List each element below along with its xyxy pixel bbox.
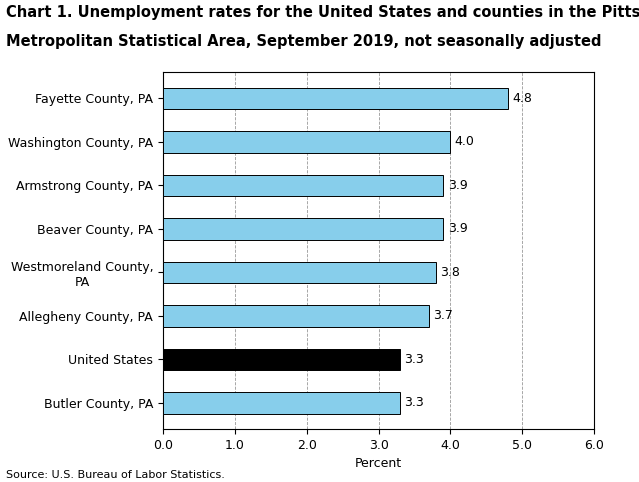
- Text: Chart 1. Unemployment rates for the United States and counties in the Pittsburgh: Chart 1. Unemployment rates for the Unit…: [6, 5, 639, 20]
- Bar: [163, 174, 443, 196]
- Text: 3.3: 3.3: [404, 396, 424, 409]
- Text: 3.9: 3.9: [447, 179, 467, 192]
- Bar: [163, 131, 450, 153]
- Bar: [163, 262, 436, 283]
- Text: 3.9: 3.9: [447, 222, 467, 235]
- Text: 3.3: 3.3: [404, 353, 424, 366]
- Bar: [163, 218, 443, 240]
- Text: 4.0: 4.0: [455, 135, 475, 148]
- Text: Source: U.S. Bureau of Labor Statistics.: Source: U.S. Bureau of Labor Statistics.: [6, 469, 226, 480]
- X-axis label: Percent: Percent: [355, 457, 402, 470]
- Bar: [163, 392, 400, 414]
- Text: 3.8: 3.8: [440, 266, 460, 279]
- Text: 4.8: 4.8: [512, 92, 532, 105]
- Text: Metropolitan Statistical Area, September 2019, not seasonally adjusted: Metropolitan Statistical Area, September…: [6, 34, 602, 49]
- Text: 3.7: 3.7: [433, 309, 453, 322]
- Bar: [163, 88, 508, 109]
- Bar: [163, 348, 400, 370]
- Bar: [163, 305, 429, 327]
